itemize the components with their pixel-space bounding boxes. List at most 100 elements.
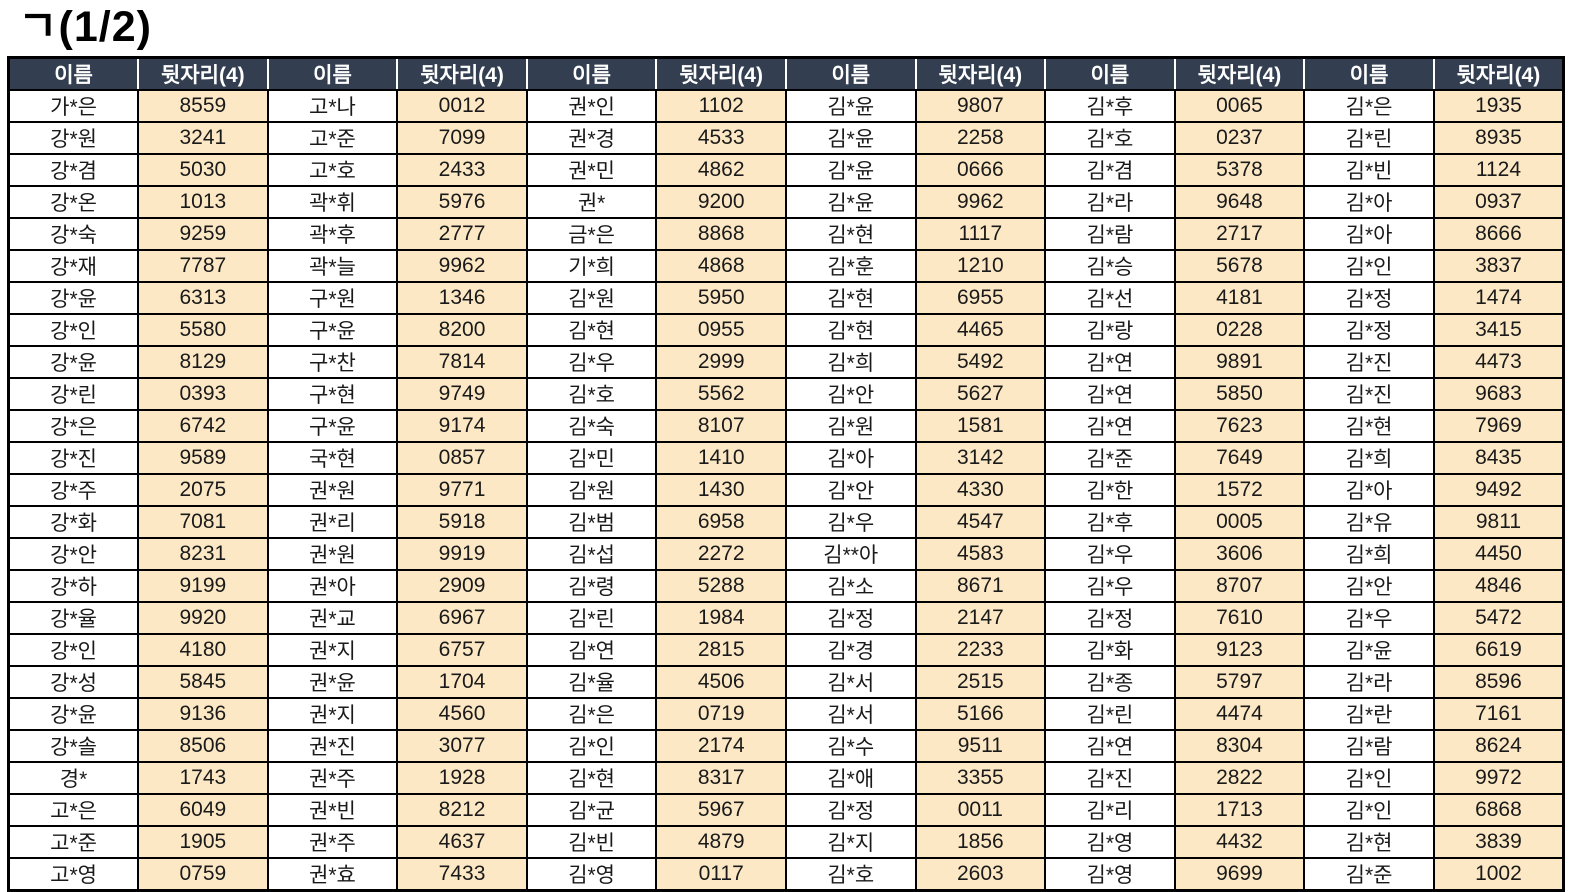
table-row: 강*율 9920 권*교 6967 김*린 1984 김*정 2147 김*정 7610 김*우 54… bbox=[7, 601, 1565, 635]
name-cell: 김*안 bbox=[784, 377, 917, 411]
name-cell: 곽*후 bbox=[266, 217, 399, 251]
name-cell: 김*빈 bbox=[1303, 153, 1435, 187]
digits-cell: 5378 bbox=[1173, 153, 1306, 187]
name-cell: 김*정 bbox=[1303, 313, 1435, 347]
digits-cell: 1928 bbox=[396, 761, 528, 795]
name-cell: 김*선 bbox=[1044, 281, 1176, 315]
table-row: 강*화 7081 권*리 5918 김*범 6958 김*우 4547 김*후 0005 김*유 98… bbox=[7, 505, 1565, 539]
digits-cell: 9972 bbox=[1432, 761, 1565, 795]
name-cell: 강*주 bbox=[7, 473, 140, 507]
name-cell: 김*호 bbox=[1044, 121, 1176, 155]
digits-cell: 0005 bbox=[1173, 505, 1306, 539]
name-cell: 김*정 bbox=[784, 793, 917, 827]
digits-cell: 1102 bbox=[655, 89, 787, 123]
name-cell: 김*란 bbox=[1303, 697, 1435, 731]
name-cell: 김*윤 bbox=[784, 153, 917, 187]
digits-cell: 0666 bbox=[914, 153, 1047, 187]
table-row: 고*준 1905 권*주 4637 김*빈 4879 김*지 1856 김*영 4432 김*현 38… bbox=[7, 825, 1565, 859]
name-cell: 국*현 bbox=[266, 441, 399, 475]
name-cell: 권*리 bbox=[266, 505, 399, 539]
name-cell: 김*우 bbox=[1044, 537, 1176, 571]
column-header-name: 이름 bbox=[7, 56, 140, 91]
digits-cell: 5472 bbox=[1432, 601, 1565, 635]
digits-cell: 0228 bbox=[1173, 313, 1306, 347]
digits-cell: 1905 bbox=[137, 825, 269, 859]
digits-cell: 8107 bbox=[655, 409, 787, 443]
digits-cell: 1410 bbox=[655, 441, 787, 475]
name-cell: 김*윤 bbox=[784, 89, 917, 123]
digits-cell: 3415 bbox=[1432, 313, 1565, 347]
digits-cell: 1743 bbox=[137, 761, 269, 795]
name-cell: 김*우 bbox=[1303, 601, 1435, 635]
name-cell: 김*정 bbox=[784, 601, 917, 635]
name-cell: 김*라 bbox=[1303, 665, 1435, 699]
digits-cell: 6967 bbox=[396, 601, 528, 635]
digits-cell: 8671 bbox=[914, 569, 1047, 603]
name-cell: 김*람 bbox=[1044, 217, 1176, 251]
name-cell: 김*진 bbox=[1303, 345, 1435, 379]
table-row: 경* 1743 권*주 1928 김*현 8317 김*애 3355 김*진 2822 김*인 997… bbox=[7, 761, 1565, 795]
digits-cell: 1704 bbox=[396, 665, 528, 699]
digits-cell: 2075 bbox=[137, 473, 269, 507]
digits-cell: 4533 bbox=[655, 121, 787, 155]
digits-cell: 2815 bbox=[655, 633, 787, 667]
name-cell: 김*인 bbox=[1303, 793, 1435, 827]
name-cell: 권*주 bbox=[266, 825, 399, 859]
name-cell: 구*윤 bbox=[266, 409, 399, 443]
name-cell: 김*서 bbox=[784, 665, 917, 699]
name-cell: 김*정 bbox=[1303, 281, 1435, 315]
name-cell: 김*후 bbox=[1044, 505, 1176, 539]
name-cell: 김*랑 bbox=[1044, 313, 1176, 347]
digits-cell: 8212 bbox=[396, 793, 528, 827]
digits-cell: 8624 bbox=[1432, 729, 1565, 763]
name-cell: 강*은 bbox=[7, 409, 140, 443]
digits-cell: 5166 bbox=[914, 697, 1047, 731]
column-header-digits: 뒷자리(4) bbox=[1432, 56, 1565, 91]
name-cell: 강*화 bbox=[7, 505, 140, 539]
digits-cell: 4879 bbox=[655, 825, 787, 859]
column-header-digits: 뒷자리(4) bbox=[396, 56, 528, 91]
digits-cell: 4868 bbox=[655, 249, 787, 283]
name-cell: 김*애 bbox=[784, 761, 917, 795]
digits-cell: 5976 bbox=[396, 185, 528, 219]
column-header-digits: 뒷자리(4) bbox=[914, 56, 1047, 91]
digits-cell: 2147 bbox=[914, 601, 1047, 635]
digits-cell: 4560 bbox=[396, 697, 528, 731]
name-cell: 김*진 bbox=[1303, 377, 1435, 411]
name-cell: 김*현 bbox=[525, 313, 658, 347]
digits-cell: 7610 bbox=[1173, 601, 1306, 635]
digits-cell: 4450 bbox=[1432, 537, 1565, 571]
name-cell: 김*우 bbox=[525, 345, 658, 379]
digits-cell: 7649 bbox=[1173, 441, 1306, 475]
digits-cell: 6742 bbox=[137, 409, 269, 443]
digits-cell: 1346 bbox=[396, 281, 528, 315]
column-header-name: 이름 bbox=[1303, 56, 1435, 91]
digits-cell: 9699 bbox=[1173, 857, 1306, 892]
digits-cell: 9807 bbox=[914, 89, 1047, 123]
digits-cell: 5678 bbox=[1173, 249, 1306, 283]
table-row: 강*인 4180 권*지 6757 김*연 2815 김*경 2233 김*화 9123 김*윤 66… bbox=[7, 633, 1565, 667]
name-cell: 권*진 bbox=[266, 729, 399, 763]
name-cell: 권*아 bbox=[266, 569, 399, 603]
name-cell: 김*준 bbox=[1044, 441, 1176, 475]
digits-cell: 8868 bbox=[655, 217, 787, 251]
digits-cell: 9136 bbox=[137, 697, 269, 731]
table-row: 강*겸 5030 고*호 2433 권*민 4862 김*윤 0666 김*겸 5378 김*빈 11… bbox=[7, 153, 1565, 187]
digits-cell: 2717 bbox=[1173, 217, 1306, 251]
name-cell: 김*연 bbox=[1044, 409, 1176, 443]
digits-cell: 3355 bbox=[914, 761, 1047, 795]
name-cell: 권*주 bbox=[266, 761, 399, 795]
name-cell: 김*연 bbox=[525, 633, 658, 667]
digits-cell: 8707 bbox=[1173, 569, 1306, 603]
digits-cell: 6757 bbox=[396, 633, 528, 667]
digits-cell: 7787 bbox=[137, 249, 269, 283]
digits-cell: 2822 bbox=[1173, 761, 1306, 795]
digits-cell: 8559 bbox=[137, 89, 269, 123]
digits-cell: 5950 bbox=[655, 281, 787, 315]
name-cell: 김*희 bbox=[1303, 537, 1435, 571]
digits-cell: 3606 bbox=[1173, 537, 1306, 571]
name-cell: 고*호 bbox=[266, 153, 399, 187]
name-cell: 김*종 bbox=[1044, 665, 1176, 699]
table-row: 강*은 6742 구*윤 9174 김*숙 8107 김*원 1581 김*연 7623 김*현 79… bbox=[7, 409, 1565, 443]
digits-cell: 2777 bbox=[396, 217, 528, 251]
